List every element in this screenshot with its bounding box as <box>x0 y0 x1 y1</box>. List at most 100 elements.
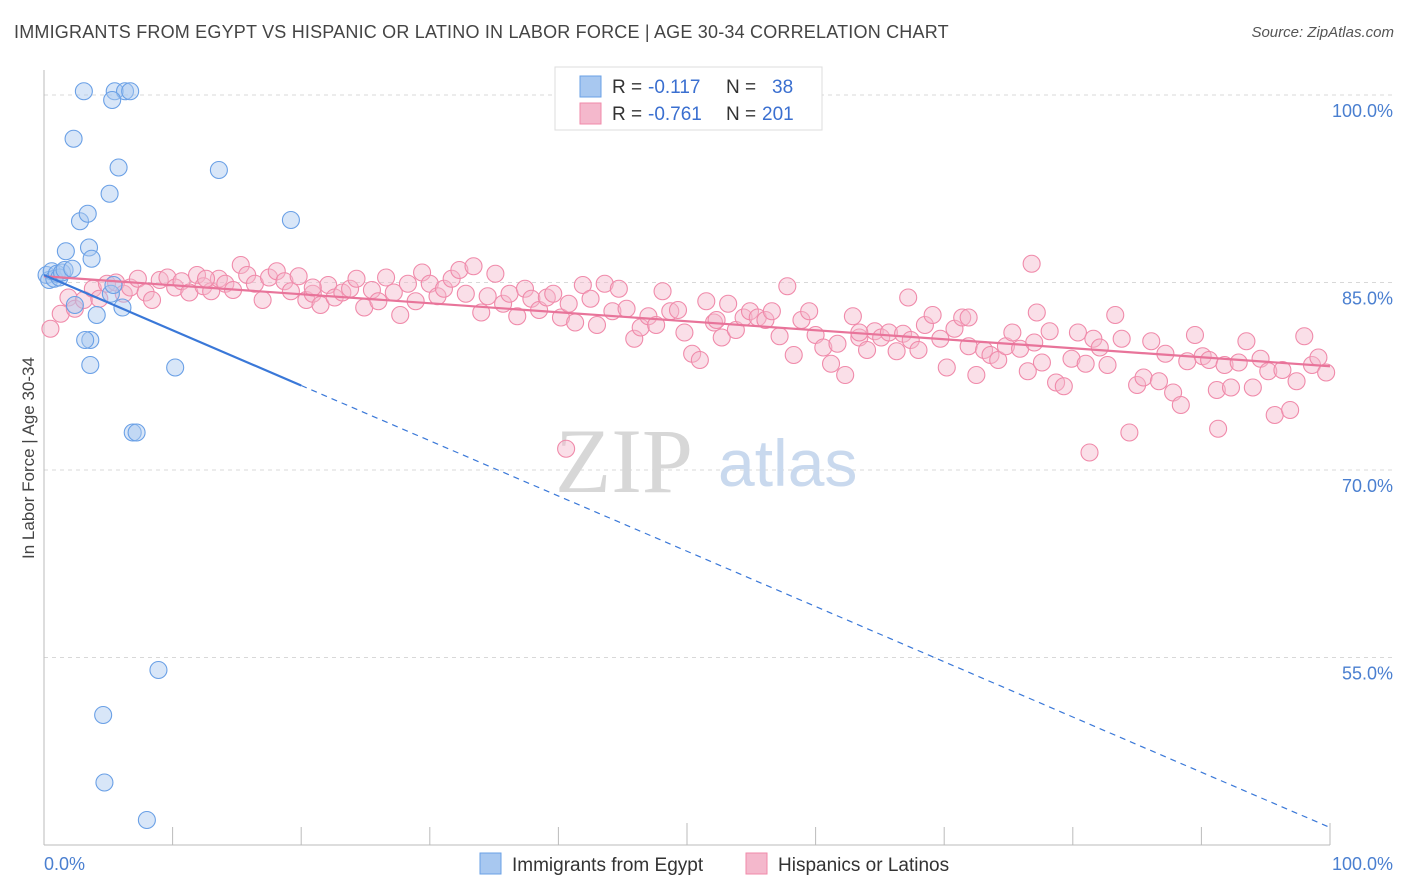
hispanic-point <box>719 294 738 313</box>
egypt-point <box>76 330 95 350</box>
hispanic-point <box>784 345 803 365</box>
legend-n-value-egypt: 38 <box>772 77 793 98</box>
legend-r-label-egypt: R = <box>612 77 642 98</box>
legend-n-label-egypt: N = <box>726 77 756 98</box>
hispanic-point <box>1287 372 1306 391</box>
hispanic-point <box>697 292 716 311</box>
hispanic-point <box>1229 353 1248 372</box>
hispanic-point <box>1090 338 1109 357</box>
hispanic-point <box>1149 372 1169 391</box>
egypt-point <box>64 129 83 148</box>
egypt-point <box>70 212 90 231</box>
hispanic-point <box>653 282 672 301</box>
hispanic-point <box>1068 323 1087 342</box>
hispanic-point <box>1076 354 1095 373</box>
hispanic-point <box>1237 332 1256 351</box>
egypt-point <box>113 298 132 317</box>
hispanic-point <box>1171 395 1190 415</box>
egypt-point <box>103 90 122 110</box>
hispanic-point <box>391 305 410 325</box>
egypt-point <box>78 204 97 223</box>
stats-legend: R = -0.117 N = 38 R = -0.761 N = 201 <box>554 66 823 131</box>
egypt-point <box>166 358 185 377</box>
hispanic-point <box>1295 327 1314 346</box>
hispanic-point <box>434 279 453 298</box>
hispanic-point <box>281 282 300 301</box>
hispanic-point <box>289 267 308 286</box>
hispanic-point <box>1106 305 1125 325</box>
egypt-point <box>56 242 75 261</box>
hispanic-point <box>142 290 162 310</box>
egypt-point <box>81 330 100 350</box>
hispanic-point <box>857 340 877 360</box>
egypt-point <box>100 184 119 203</box>
hispanic-point <box>196 269 216 288</box>
hispanic-point <box>587 315 607 335</box>
series-legend-swatch-egypt <box>479 852 502 875</box>
hispanic-point <box>899 288 918 307</box>
hispanic-point <box>1054 377 1073 396</box>
hispanic-point <box>617 299 636 318</box>
egypt-point <box>123 423 142 442</box>
egypt-point <box>121 82 140 101</box>
hispanic-point <box>1207 380 1226 400</box>
hispanic-point <box>450 260 469 280</box>
hispanic-point <box>347 269 366 288</box>
hispanic-point <box>1120 423 1139 442</box>
source-label: Source: ZipAtlas.com <box>1251 24 1394 41</box>
hispanic-point <box>1273 360 1292 380</box>
legend-swatch-hispanic <box>579 102 602 125</box>
hispanic-point <box>1003 323 1022 342</box>
hispanic-point <box>814 338 833 357</box>
hispanic-point <box>989 350 1008 370</box>
hispanic-point <box>1032 353 1051 372</box>
hispanic-point <box>1027 303 1046 322</box>
x-tick-label-max: 100.0% <box>1332 854 1393 874</box>
legend-n-value-hispanic: 201 <box>762 104 794 125</box>
x-tick-labels: 0.0% 100.0% <box>44 854 1393 874</box>
hispanic-point <box>581 289 600 308</box>
hispanic-point <box>275 272 294 291</box>
hispanic-point <box>187 265 207 285</box>
egypt-point <box>127 423 146 442</box>
hispanic-point <box>770 327 789 346</box>
hispanic-point <box>1040 322 1059 341</box>
hispanic-point <box>1080 443 1099 462</box>
hispanic-point <box>595 274 614 293</box>
hispanic-point <box>836 365 855 385</box>
hispanic-point <box>1112 329 1131 348</box>
hispanic-point <box>51 304 70 323</box>
hispanic-point <box>1309 348 1328 367</box>
egypt-point <box>137 810 156 830</box>
legend-swatch-egypt <box>579 75 602 98</box>
series-legend-label-hispanic: Hispanics or Latinos <box>778 855 949 876</box>
egypt-point <box>209 160 228 180</box>
hispanic-point <box>1209 419 1228 438</box>
x-tick-label-min: 0.0% <box>44 854 85 874</box>
egypt-point <box>109 158 128 177</box>
egypt-trend-line <box>43 273 302 387</box>
hispanic-point <box>1200 350 1219 370</box>
y-axis-title: In Labor Force | Age 30-34 <box>19 357 38 559</box>
y-tick-label: 100.0% <box>1332 101 1393 121</box>
series-legend-swatch-hispanic <box>745 852 768 875</box>
hispanic-point <box>1025 333 1044 352</box>
egypt-point <box>87 305 106 325</box>
hispanic-point <box>1317 363 1336 382</box>
hispanic-point <box>377 268 396 287</box>
chart-title: IMMIGRANTS FROM EGYPT VS HISPANIC OR LAT… <box>14 22 949 42</box>
egypt-point <box>82 249 101 268</box>
hispanic-point <box>544 284 563 303</box>
hispanic-point <box>566 313 585 332</box>
hispanic-point <box>1098 355 1117 375</box>
legend-r-value-hispanic: -0.761 <box>648 104 702 125</box>
hispanic-point <box>707 310 726 330</box>
trend-lines <box>43 273 1331 829</box>
hispanic-point <box>1281 400 1300 420</box>
hispanic-point <box>1265 405 1284 425</box>
hispanic-point <box>967 365 986 385</box>
hispanic-point <box>953 308 972 327</box>
legend-r-label-hispanic: R = <box>612 104 642 125</box>
hispanic-point <box>1243 378 1262 397</box>
